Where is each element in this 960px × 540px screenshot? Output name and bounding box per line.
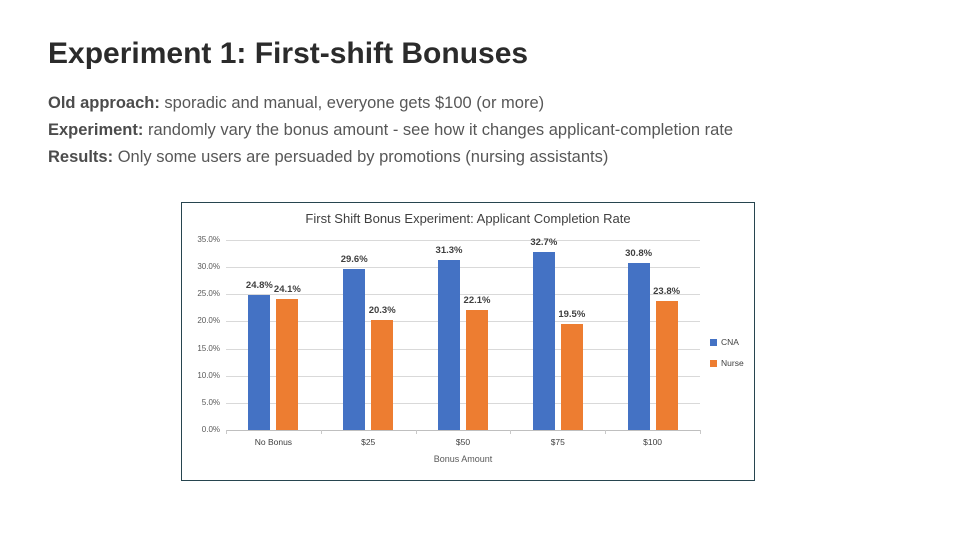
bar-value-label: 19.5% [558,309,586,321]
bar-cna--50 [438,260,460,430]
slide-title: Experiment 1: First-shift Bonuses [48,37,529,70]
x-axis-title: Bonus Amount [433,454,493,464]
bar-nurse--50 [466,310,488,430]
bar-cna--25 [343,269,366,430]
y-tick-label: 10.0% [197,370,220,380]
x-category-label: $50 [455,437,471,447]
bar-value-label: 24.8% [245,280,273,292]
gridline [226,240,700,241]
bar-value-label: 24.1% [273,284,301,296]
chart-legend: CNA Nurse [710,336,744,369]
bar-value-label: 22.1% [463,295,491,307]
bar-cna--100 [627,262,650,430]
x-category-label: No Bonus [254,437,293,447]
gridline [226,375,700,377]
category-tick [226,430,227,434]
body-line-experiment: Experiment: randomly vary the bonus amou… [48,117,733,144]
slide-body: Old approach: sporadic and manual, every… [48,90,733,171]
gridline [226,402,700,404]
nurse-swatch-icon [710,359,717,367]
y-tick-label: 0.0% [201,425,220,434]
legend-item-cna: CNA [710,336,744,348]
bar-value-label: 23.8% [653,285,681,297]
y-tick-label: 15.0% [197,343,220,353]
bar-cna--75 [532,252,555,430]
bar-nurse-no-bonus [276,299,299,430]
gridline [226,321,700,323]
bar-nurse--75 [560,324,583,430]
line-label: Experiment: [48,121,144,139]
cna-swatch-icon [710,338,717,346]
bar-nurse--25 [371,319,394,430]
gridline [226,294,700,296]
body-line-old-approach: Old approach: sporadic and manual, every… [48,90,733,117]
category-tick [510,430,512,434]
bar-value-label: 30.8% [625,247,653,259]
bar-nurse--100 [655,300,678,430]
y-tick-label: 5.0% [201,397,220,407]
y-tick-label: 35.0% [197,235,220,244]
bar-chart: First Shift Bonus Experiment: Applicant … [181,202,755,481]
chart-title: First Shift Bonus Experiment: Applicant … [305,211,631,226]
bar-value-label: 31.3% [435,245,463,257]
body-line-results: Results: Only some users are persuaded b… [48,144,733,171]
x-category-label: $75 [550,437,565,447]
legend-label-cna: CNA [721,337,739,347]
plot-area: 0.0% 5.0% 10.0% 15.0% 20.0% 25.0% 30.0% 35.0% 24… [182,203,754,480]
legend-item-nurse: Nurse [710,357,744,369]
bar-value-label: 32.7% [530,237,558,249]
y-tick-label: 20.0% [197,316,220,326]
x-axis-line [226,430,700,431]
bar-cna-no-bonus [248,295,271,430]
line-label: Results: [48,148,114,166]
y-tick-label: 30.0% [197,262,220,272]
gridline [226,267,700,269]
category-tick [700,430,701,434]
line-label: Old approach: [48,94,160,112]
line-text: Only some users are persuaded by promoti… [113,148,609,166]
gridline [226,348,700,350]
category-tick [415,430,417,434]
line-text: randomly vary the bonus amount - see how… [143,121,734,139]
bar-value-label: 29.6% [340,254,368,266]
category-tick [320,430,322,434]
x-category-label: $100 [643,437,663,447]
x-category-label: $25 [361,437,376,447]
y-tick-label: 25.0% [197,289,220,299]
line-text: sporadic and manual, everyone gets $100 … [159,94,545,112]
legend-label-nurse: Nurse [721,358,744,368]
bar-value-label: 20.3% [368,304,396,316]
category-tick [605,430,607,434]
